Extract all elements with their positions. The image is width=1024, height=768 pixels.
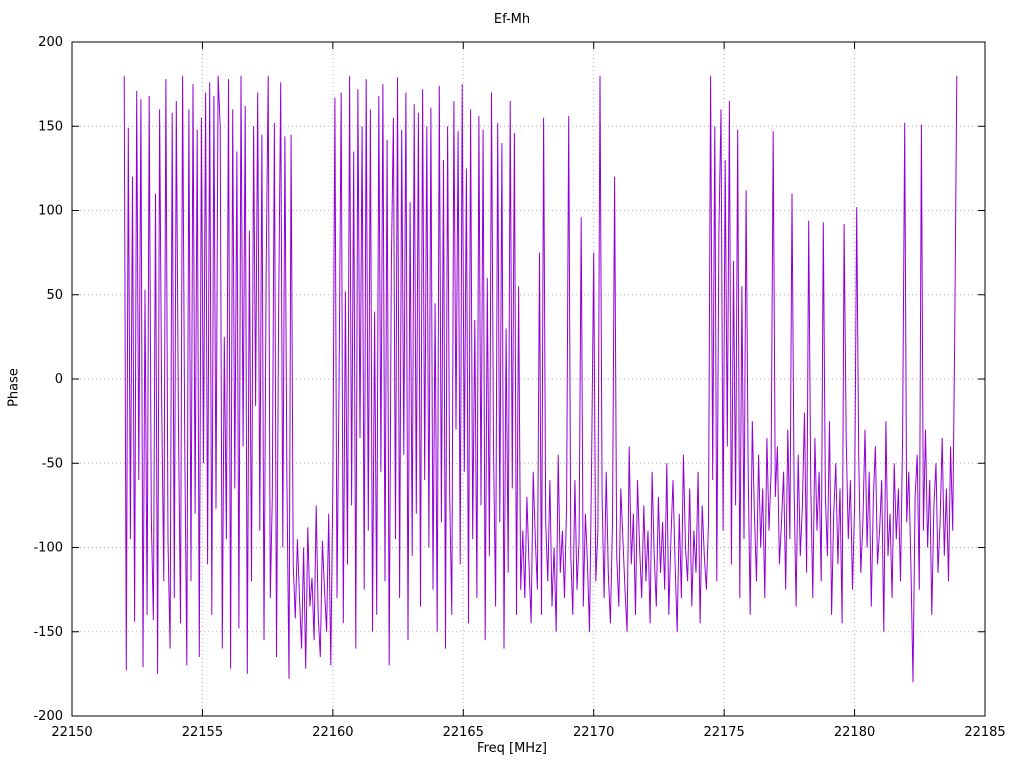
y-tick-label: -100 — [33, 541, 63, 556]
x-tick-label: 22180 — [834, 725, 875, 740]
y-tick-label: -50 — [42, 456, 63, 471]
y-tick-label: 50 — [46, 288, 63, 303]
phase-line — [123, 75, 958, 683]
chart-title: Ef-Mh — [493, 12, 531, 27]
x-tick-label: 22175 — [703, 725, 744, 740]
y-tick-label: 150 — [38, 119, 63, 134]
x-tick-label: 22155 — [182, 725, 223, 740]
x-tick-label: 22150 — [51, 725, 92, 740]
y-tick-label: -200 — [33, 709, 63, 724]
x-tick-label: 22185 — [964, 725, 1005, 740]
x-axis-label: Freq [MHz] — [477, 741, 547, 756]
y-tick-label: 200 — [38, 35, 63, 50]
y-tick-label: 0 — [55, 372, 63, 387]
y-tick-label: 100 — [38, 204, 63, 219]
x-tick-label: 22165 — [443, 725, 484, 740]
y-tick-label: -150 — [33, 625, 63, 640]
plot-border — [71, 41, 986, 717]
x-tick-label: 22160 — [312, 725, 353, 740]
x-tick-label: 22170 — [573, 725, 614, 740]
